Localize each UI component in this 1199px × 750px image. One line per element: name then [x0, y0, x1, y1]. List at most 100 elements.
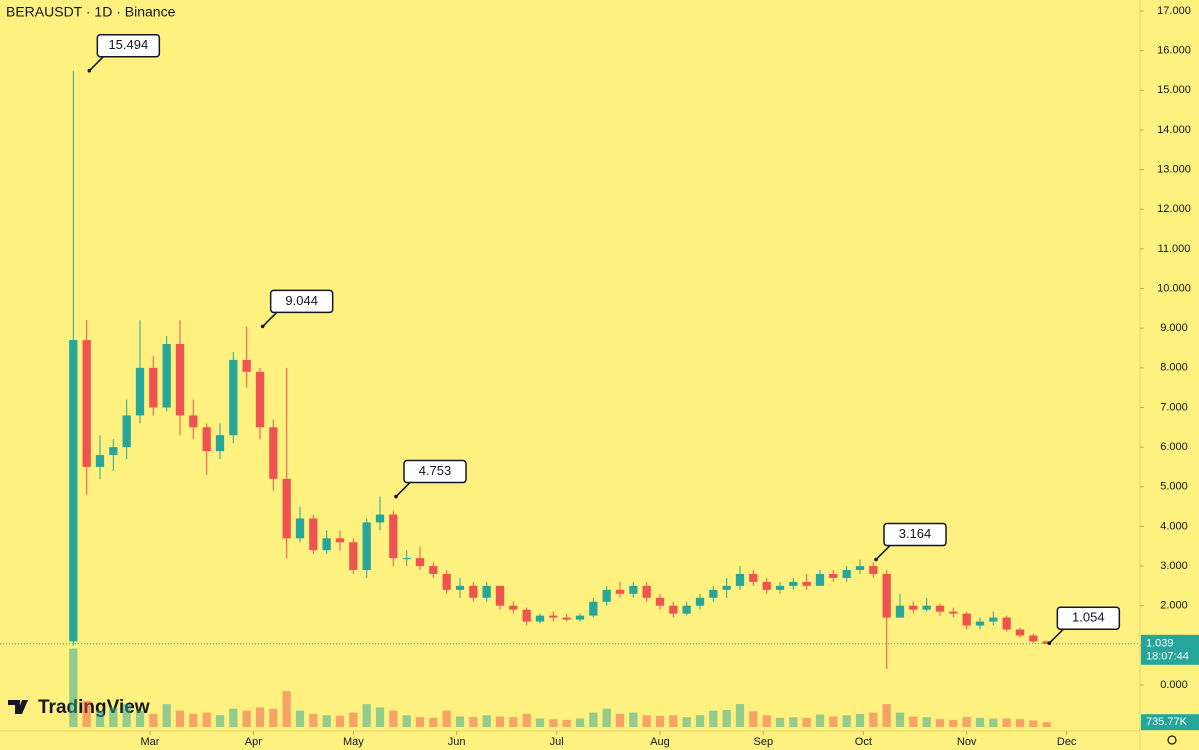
- candle-body: [869, 566, 878, 574]
- candle-body: [855, 566, 865, 571]
- candle-body: [682, 605, 691, 614]
- candle-body: [95, 455, 105, 467]
- x-tick-label: Apr: [245, 736, 262, 748]
- candle-body: [802, 581, 811, 586]
- volume-bar: [509, 717, 518, 727]
- volume-bar: [455, 716, 465, 727]
- candle-body: [269, 427, 278, 479]
- candle-body: [815, 573, 825, 586]
- candle-body: [109, 447, 118, 456]
- callout-label: 1.054: [1072, 610, 1105, 625]
- candle-body: [989, 617, 998, 622]
- volume-bar: [682, 717, 691, 727]
- x-tick-label: Dec: [1057, 736, 1077, 748]
- candle-body: [789, 581, 798, 586]
- candle-body: [375, 514, 385, 523]
- volume-bar: [295, 710, 305, 727]
- candle-body: [442, 573, 451, 590]
- volume-bar: [949, 719, 958, 727]
- logo-icon: [8, 700, 28, 714]
- candle-body: [189, 415, 198, 428]
- countdown: 18:07:44: [1146, 651, 1189, 663]
- volume-bar: [615, 713, 625, 727]
- candle-body: [669, 605, 678, 614]
- volume-bar: [242, 710, 251, 727]
- candle-body: [309, 518, 318, 551]
- candle-body: [829, 573, 838, 578]
- x-tick-label: Oct: [855, 736, 872, 748]
- candle-body: [775, 585, 785, 590]
- volume-bar: [402, 715, 411, 727]
- volume-label-box: [1141, 714, 1199, 731]
- y-tick-label: 10.000: [1157, 282, 1191, 294]
- chart-title: BERAUSDT · 1D · Binance: [6, 4, 176, 20]
- y-tick-label: 4.000: [1160, 520, 1188, 532]
- callout: 9.044: [260, 289, 334, 329]
- last-price-label: 1.039: [1146, 638, 1174, 650]
- volume-bar: [349, 712, 358, 727]
- y-tick-label: 14.000: [1157, 124, 1191, 136]
- candle-body: [895, 605, 905, 618]
- candle-body: [695, 597, 705, 606]
- volume-bar: [482, 715, 491, 727]
- candle-body: [469, 585, 478, 598]
- candle-body: [549, 615, 558, 618]
- candle-body: [935, 605, 945, 612]
- volume-bar: [842, 715, 851, 727]
- y-tick-label: 13.000: [1157, 163, 1191, 175]
- callout-label: 4.753: [419, 463, 452, 478]
- y-tick-label: 17.000: [1157, 5, 1191, 17]
- volume-bar: [335, 715, 345, 727]
- volume-bar: [735, 704, 745, 727]
- volume-bars: [69, 648, 1051, 727]
- y-tick-label: 15.000: [1157, 84, 1191, 96]
- volume-bar: [562, 719, 571, 727]
- volume-bar: [495, 716, 505, 727]
- volume-bar: [855, 713, 865, 727]
- logo-text: TradingView: [38, 697, 150, 718]
- y-tick-label: 11.000: [1158, 243, 1191, 255]
- volume-bar: [375, 707, 385, 727]
- callout-box: [883, 522, 947, 547]
- candle-body: [1042, 641, 1051, 644]
- x-tick-label: May: [343, 736, 364, 748]
- y-tick-label: 7.000: [1160, 401, 1188, 413]
- candle-body: [482, 585, 491, 598]
- volume-bar: [989, 718, 998, 727]
- candle-body: [495, 585, 505, 606]
- candle-body: [909, 605, 918, 610]
- candle-body: [522, 609, 531, 622]
- callout: 4.753: [394, 459, 467, 499]
- volume-bar: [895, 712, 905, 727]
- candle-body: [922, 605, 931, 610]
- volume-bar: [389, 710, 398, 727]
- candle-body: [175, 344, 185, 416]
- volume-bar: [962, 717, 971, 727]
- volume-bar: [109, 707, 118, 727]
- x-tick-label: Jul: [550, 736, 564, 748]
- y-tick-label: 6.000: [1160, 441, 1188, 453]
- volume-bar: [429, 717, 438, 727]
- volume-bar: [602, 708, 611, 727]
- candle-body: [722, 585, 731, 590]
- volume-bar: [1002, 718, 1011, 727]
- settings-icon[interactable]: [1167, 735, 1177, 745]
- candle-body: [882, 573, 891, 618]
- candle-body: [642, 585, 651, 598]
- volume-bar: [69, 648, 78, 727]
- callout: 15.494: [87, 33, 161, 73]
- volume-bar: [215, 715, 225, 727]
- callout-box: [269, 289, 334, 314]
- candle-body: [229, 359, 238, 436]
- callout-label: 15.494: [108, 37, 148, 52]
- volume-label: 735.77K: [1146, 716, 1188, 728]
- volume-bar: [535, 718, 545, 727]
- candle-body: [429, 566, 438, 574]
- candle-body: [135, 367, 145, 416]
- candle-body: [949, 611, 958, 614]
- volume-bar: [975, 717, 985, 727]
- y-tick-label: 8.000: [1160, 362, 1188, 374]
- x-tick-label: Mar: [141, 736, 160, 748]
- candle-body: [589, 601, 598, 616]
- candle-body: [69, 340, 78, 642]
